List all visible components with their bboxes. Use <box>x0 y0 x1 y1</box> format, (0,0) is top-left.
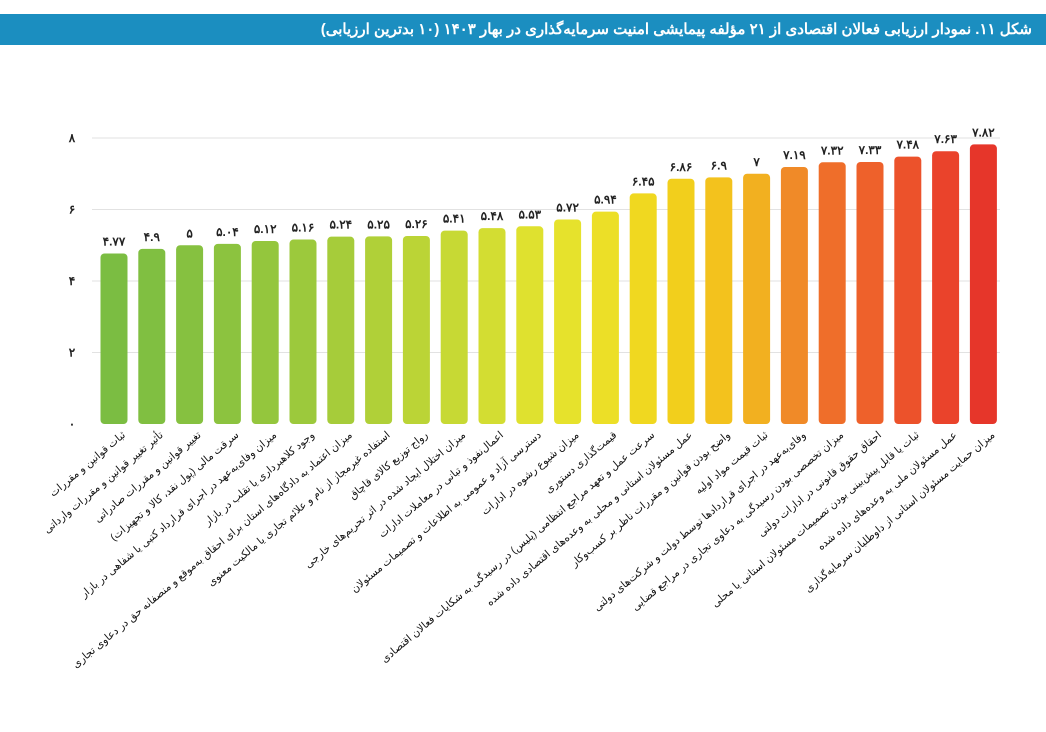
bar <box>667 178 695 424</box>
y-tick-label: ۴ <box>69 274 75 288</box>
bar <box>100 253 128 424</box>
data-label: ۵.۹۴ <box>594 193 617 207</box>
data-label: ۵.۲۴ <box>329 218 352 232</box>
bar <box>894 156 922 424</box>
data-label: ۷.۱۹ <box>782 148 806 162</box>
data-label: ۵.۷۲ <box>556 201 579 215</box>
data-label: ۵.۵۳ <box>518 207 541 221</box>
y-tick-label: ۸ <box>68 131 76 145</box>
y-tick-label: ۰ <box>69 417 75 431</box>
bar <box>554 219 582 424</box>
bar <box>176 245 204 424</box>
bar <box>629 193 657 424</box>
bar <box>743 173 771 424</box>
bar <box>856 161 884 424</box>
data-label: ۵.۴۱ <box>443 212 466 226</box>
bar <box>969 144 997 424</box>
category-label: میزان اعتماد به دادگاه‌های استان برای اح… <box>69 428 355 671</box>
bar <box>591 211 619 424</box>
bar <box>932 151 960 425</box>
data-label: ۴.۷۷ <box>103 234 126 248</box>
data-label: ۵.۱۲ <box>254 222 277 236</box>
title-bar: شکل ۱۱. نمودار ارزیابی فعالان اقتصادی از… <box>0 14 1046 45</box>
bar <box>138 248 166 424</box>
bar <box>818 162 846 424</box>
bar <box>251 240 279 424</box>
data-label: ۵.۲۶ <box>405 217 428 231</box>
bar <box>327 236 355 424</box>
bar <box>780 166 808 424</box>
data-label: ۷.۳۲ <box>820 143 844 157</box>
y-tick-label: ۲ <box>69 346 76 360</box>
data-label: ۴.۹ <box>144 230 161 244</box>
bar <box>478 228 506 424</box>
data-label: ۷ <box>752 155 760 169</box>
bar <box>213 243 241 424</box>
bar <box>289 239 317 424</box>
data-label: ۵.۰۴ <box>216 225 239 239</box>
data-label: ۷.۳۳ <box>858 143 882 157</box>
bar <box>440 230 468 424</box>
data-label: ۵.۴۸ <box>481 209 504 223</box>
data-label: ۶.۸۶ <box>670 160 693 174</box>
data-label: ۵.۲۵ <box>367 217 390 231</box>
data-label: ۵ <box>186 226 193 240</box>
category-label: عمل مسئولان ملی به وعده‌های داده شده <box>815 429 959 553</box>
data-label: ۷.۶۳ <box>933 132 957 146</box>
y-tick-label: ۶ <box>69 203 75 217</box>
data-label: ۶.۹ <box>711 158 728 172</box>
chart-title: شکل ۱۱. نمودار ارزیابی فعالان اقتصادی از… <box>320 21 1032 38</box>
bar <box>705 177 733 424</box>
data-label: ۷.۴۸ <box>895 138 919 152</box>
data-label: ۵.۱۶ <box>292 221 315 235</box>
bar <box>516 226 544 424</box>
data-label: ۷.۸۲ <box>971 125 995 139</box>
bar <box>402 235 430 424</box>
bar <box>365 236 393 424</box>
data-label: ۶.۴۵ <box>632 174 655 188</box>
